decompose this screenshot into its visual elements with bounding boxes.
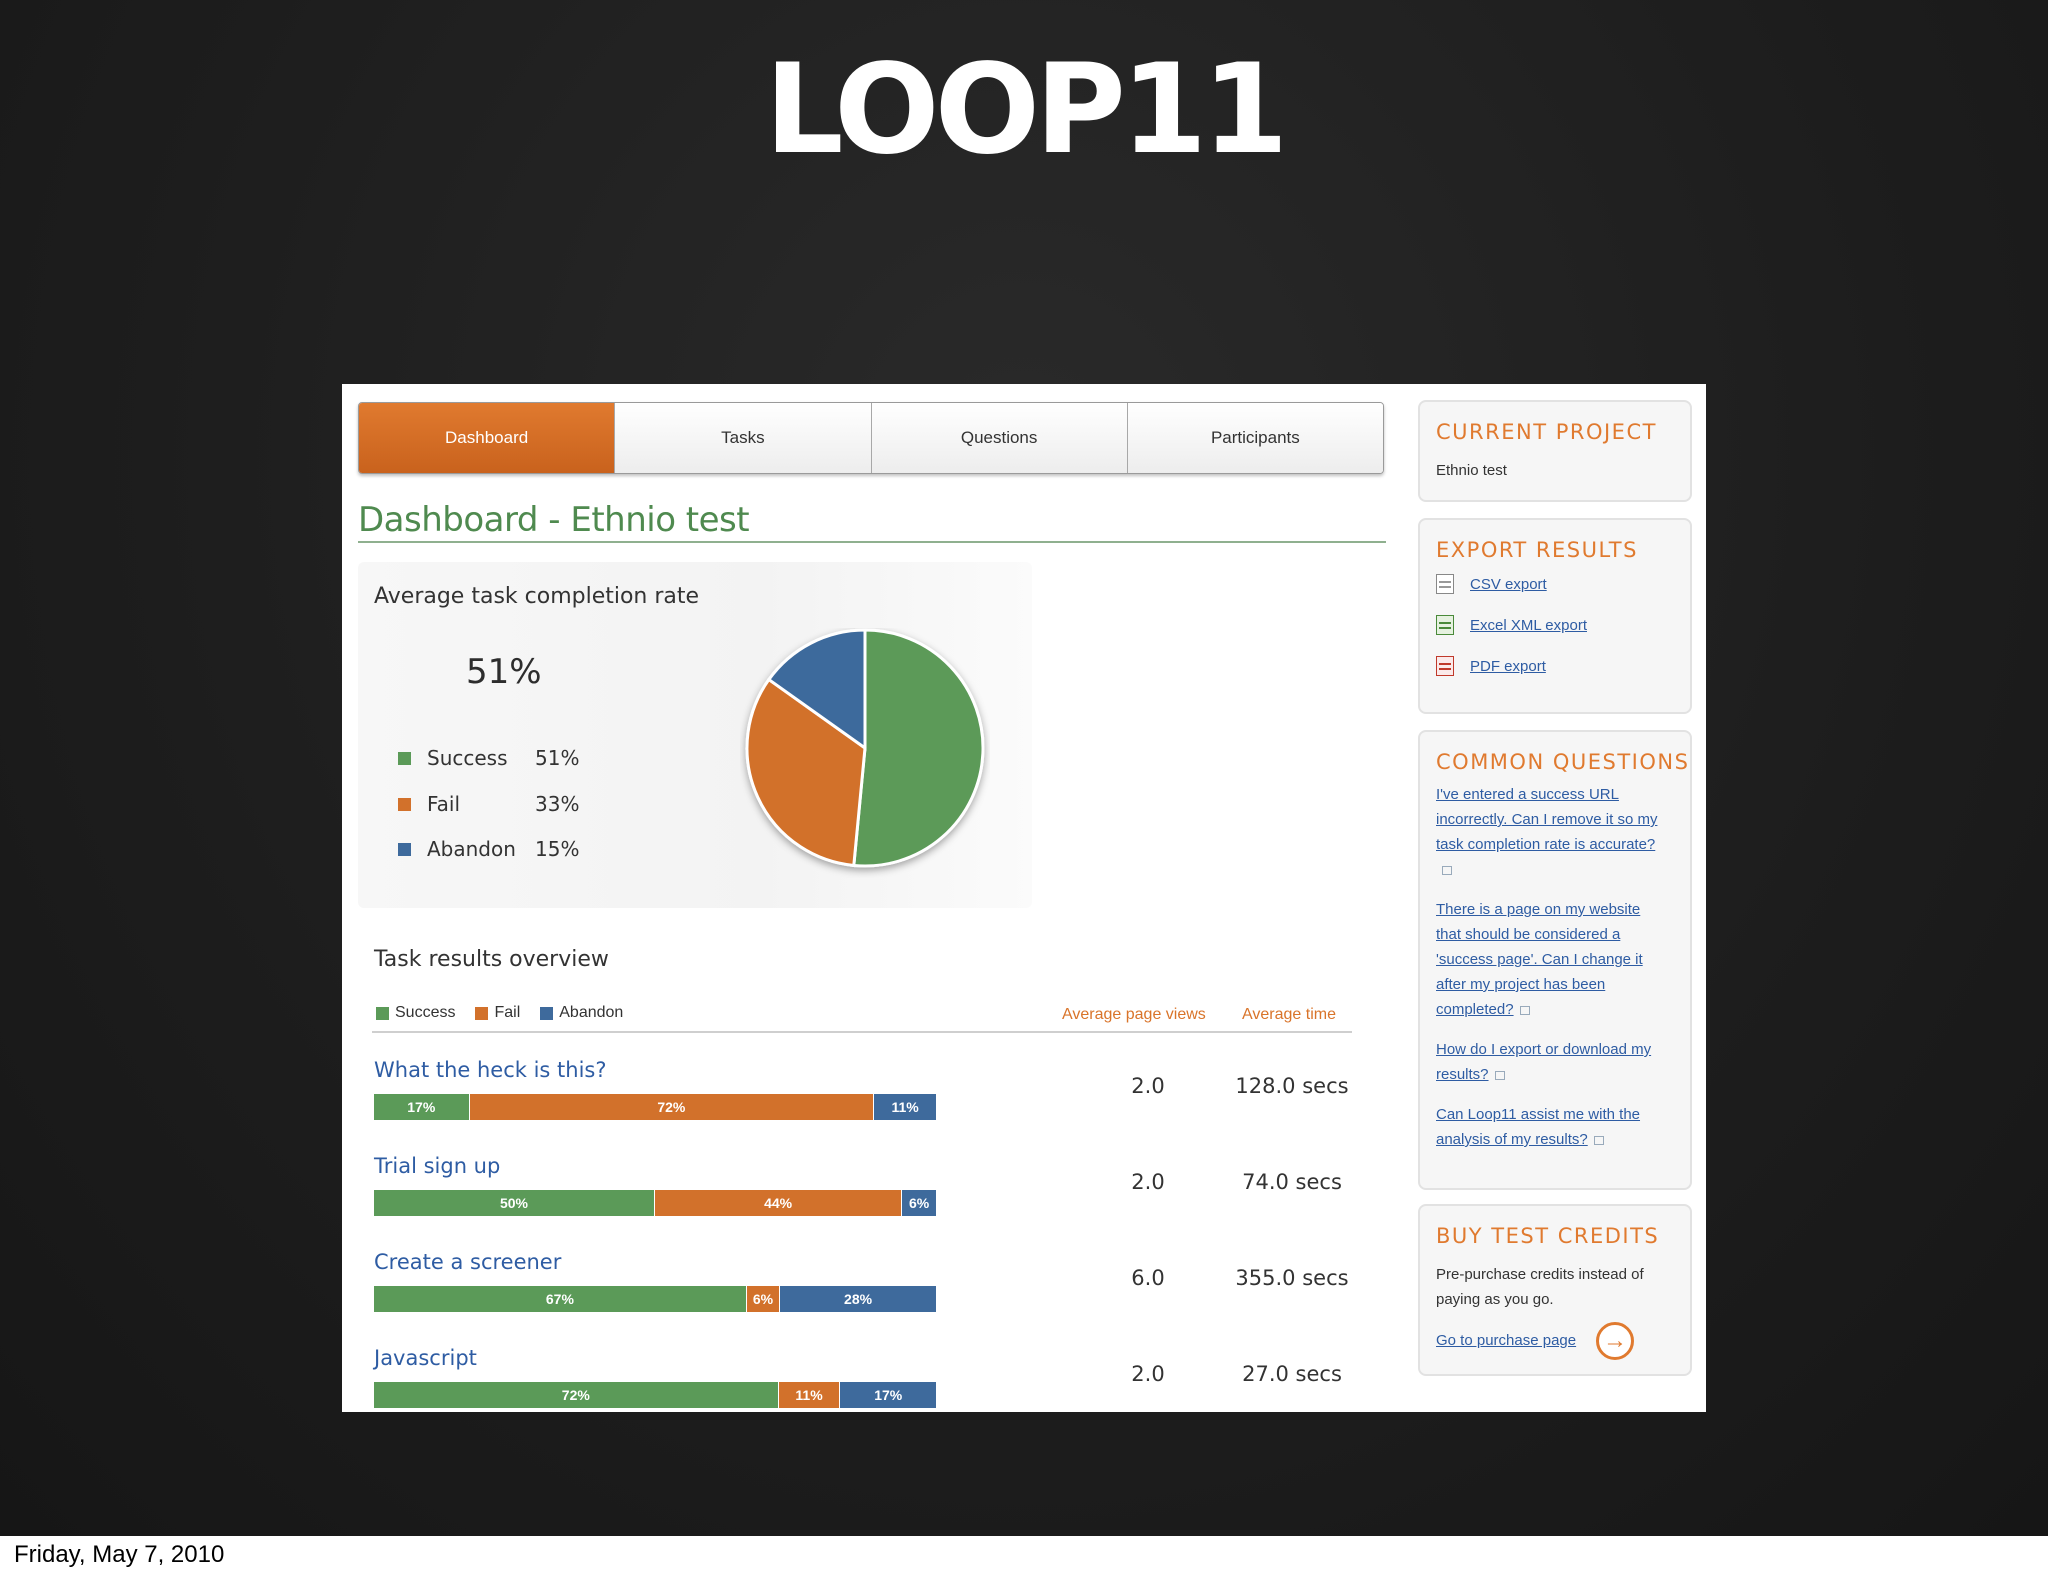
faq-link-1[interactable]: I've entered a success URL incorrectly. … [1436, 782, 1666, 882]
overview-divider [372, 1031, 1352, 1033]
task-views-1: 2.0 [1131, 1074, 1165, 1098]
task-views-2: 2.0 [1131, 1170, 1165, 1194]
overview-legend-success: Success [376, 1004, 455, 1022]
current-project-name: Ethnio test [1436, 462, 1507, 479]
task-bar-2: 50% 44% 6% [374, 1190, 936, 1216]
legend-fail: Fail 33% [398, 792, 579, 816]
excel-file-icon [1436, 615, 1454, 635]
buy-credits-heading: BUY TEST CREDITS [1436, 1224, 1660, 1248]
app-screenshot: Dashboard Tasks Questions Participants D… [342, 384, 1706, 1412]
task-bar-1: 17% 72% 11% [374, 1094, 936, 1120]
bar-segment-abandon: 17% [840, 1382, 936, 1408]
pie-slice-abandon [766, 628, 867, 751]
slide-date: Friday, May 7, 2010 [14, 1541, 225, 1568]
tab-participants[interactable]: Participants [1126, 403, 1383, 473]
arrow-right-icon[interactable]: → [1596, 1322, 1634, 1360]
bar-segment-fail: 6% [746, 1286, 781, 1312]
success-swatch [398, 751, 411, 765]
slide-background: LOOP11 Dashboard Tasks Questions Partici… [0, 0, 2048, 1536]
task-link-1[interactable]: What the heck is this? [374, 1058, 607, 1082]
task-link-3[interactable]: Create a screener [374, 1250, 562, 1274]
external-link-icon [1519, 1005, 1530, 1015]
tab-questions[interactable]: Questions [870, 403, 1127, 473]
pdf-export-link[interactable]: PDF export [1470, 658, 1546, 675]
completion-heading: Average task completion rate [374, 584, 700, 609]
legend-value: 15% [535, 837, 580, 861]
legend-value: 51% [535, 746, 580, 770]
main-tabs: Dashboard Tasks Questions Participants [358, 402, 1384, 474]
common-questions-heading: COMMON QUESTIONS [1436, 750, 1690, 774]
export-results-panel: EXPORT RESULTS CSV export Excel XML expo… [1418, 518, 1692, 714]
abandon-swatch [398, 842, 411, 856]
legend-label: Success [427, 746, 508, 770]
legend-label: Fail [427, 792, 461, 816]
pdf-file-icon [1436, 656, 1454, 676]
purchase-page-link[interactable]: Go to purchase page [1436, 1332, 1577, 1349]
pie-slice-fail [745, 677, 867, 868]
legend-label: Abandon [427, 837, 516, 861]
bar-segment-success: 67% [374, 1286, 747, 1312]
external-link-icon [1494, 1070, 1505, 1080]
task-bar-4: 72% 11% 17% [374, 1382, 936, 1408]
title-divider [358, 541, 1386, 543]
overview-legend-fail: Fail [475, 1004, 520, 1022]
bar-segment-success: 72% [374, 1382, 779, 1408]
task-time-3: 355.0 secs [1235, 1266, 1349, 1290]
external-link-icon [1442, 865, 1452, 875]
overview-heading: Task results overview [374, 947, 609, 972]
pie-slice-success [852, 628, 985, 868]
common-questions-panel: COMMON QUESTIONS I've entered a success … [1418, 730, 1692, 1190]
bar-segment-abandon: 6% [902, 1190, 936, 1216]
csv-export-link[interactable]: CSV export [1470, 576, 1547, 593]
task-views-3: 6.0 [1131, 1266, 1165, 1290]
csv-file-icon [1436, 574, 1454, 594]
faq-link-3[interactable]: How do I export or download my results? [1436, 1041, 1652, 1083]
overview-legend: Success Fail Abandon [376, 1004, 643, 1022]
buy-credits-text: Pre-purchase credits instead of paying a… [1436, 1266, 1644, 1308]
tab-tasks[interactable]: Tasks [614, 403, 871, 473]
task-time-4: 27.0 secs [1242, 1362, 1342, 1386]
tab-dashboard[interactable]: Dashboard [359, 403, 615, 473]
legend-value: 33% [535, 792, 580, 816]
task-link-4[interactable]: Javascript [374, 1346, 477, 1370]
bar-segment-abandon: 11% [874, 1094, 936, 1120]
current-project-heading: CURRENT PROJECT [1436, 420, 1657, 444]
task-link-2[interactable]: Trial sign up [374, 1154, 501, 1178]
bar-segment-abandon: 28% [780, 1286, 936, 1312]
bar-segment-fail: 72% [469, 1094, 875, 1120]
export-results-heading: EXPORT RESULTS [1436, 538, 1638, 562]
legend-abandon: Abandon 15% [398, 837, 579, 861]
page-title: Dashboard - Ethnio test [358, 500, 750, 540]
legend-success: Success 51% [398, 746, 579, 770]
bar-segment-fail: 44% [655, 1190, 903, 1216]
bar-segment-success: 17% [374, 1094, 470, 1120]
task-time-2: 74.0 secs [1242, 1170, 1342, 1194]
buy-credits-panel: BUY TEST CREDITS Pre-purchase credits in… [1418, 1204, 1692, 1376]
current-project-panel: CURRENT PROJECT Ethnio test [1418, 400, 1692, 502]
bar-segment-fail: 11% [778, 1382, 841, 1408]
bar-segment-success: 50% [374, 1190, 655, 1216]
faq-link-4[interactable]: Can Loop11 assist me with the analysis o… [1436, 1106, 1641, 1148]
excel-xml-export-link[interactable]: Excel XML export [1470, 617, 1587, 634]
col-average-time: Average time [1242, 1006, 1336, 1023]
fail-swatch [398, 797, 411, 811]
col-average-page-views: Average page views [1062, 1006, 1206, 1023]
overview-legend-abandon: Abandon [540, 1004, 623, 1022]
task-bar-3: 67% 6% 28% [374, 1286, 936, 1312]
faq-link-2[interactable]: There is a page on my website that shoul… [1436, 901, 1643, 1018]
task-views-4: 2.0 [1131, 1362, 1165, 1386]
slide-title: LOOP11 [764, 38, 1289, 182]
task-time-1: 128.0 secs [1235, 1074, 1349, 1098]
external-link-icon [1593, 1135, 1604, 1145]
completion-rate: 51% [466, 652, 542, 692]
completion-pie-chart [745, 628, 985, 868]
